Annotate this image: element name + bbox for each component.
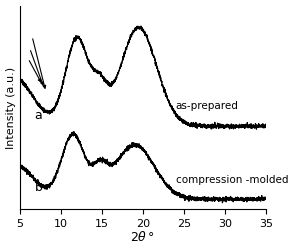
X-axis label: $2\theta\,°$: $2\theta\,°$ (130, 230, 155, 244)
Y-axis label: Intensity (a.u.): Intensity (a.u.) (6, 66, 16, 148)
Text: b: b (34, 181, 42, 194)
Text: compression -molded: compression -molded (176, 176, 288, 186)
Text: a: a (34, 109, 42, 122)
Text: as-prepared: as-prepared (176, 101, 239, 111)
